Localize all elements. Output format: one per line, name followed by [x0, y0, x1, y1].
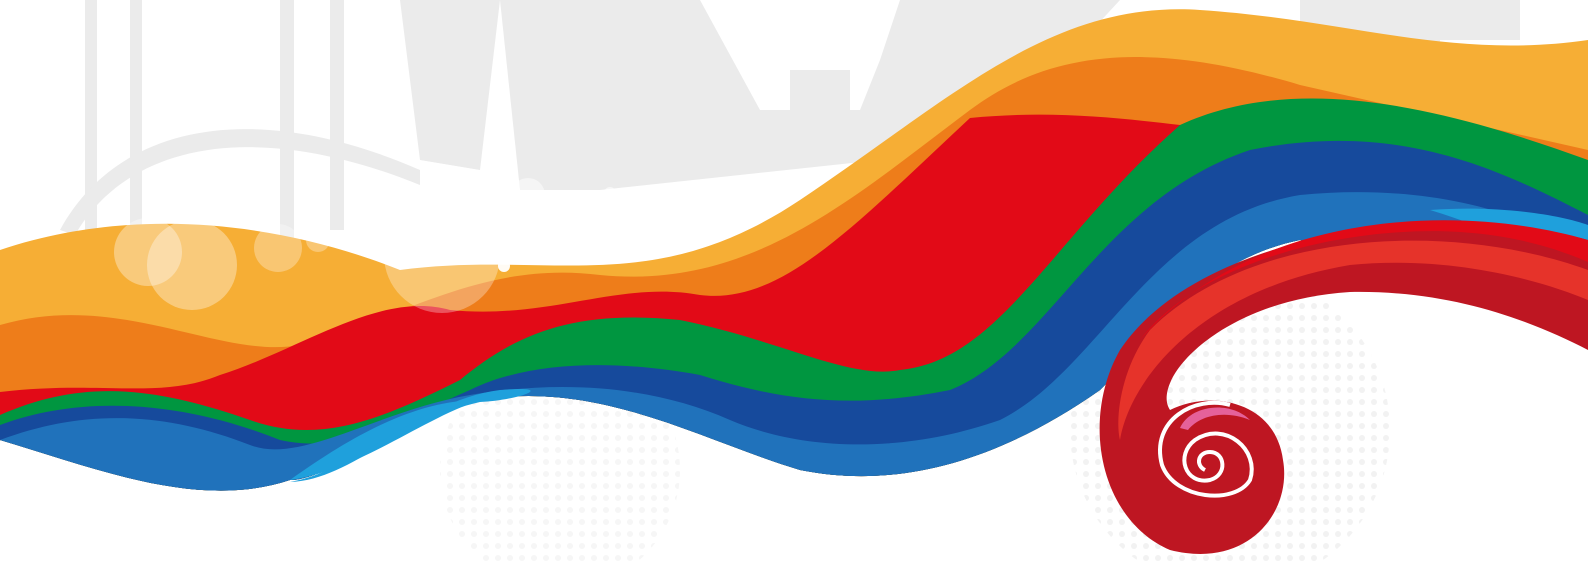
- band-light-blue-left: [290, 388, 531, 482]
- band-dark-blue: [0, 140, 1588, 491]
- red-curl: [1099, 220, 1588, 554]
- band-blue: [0, 192, 1588, 491]
- light-bubbles: [114, 178, 616, 313]
- wave-bands: [0, 9, 1588, 491]
